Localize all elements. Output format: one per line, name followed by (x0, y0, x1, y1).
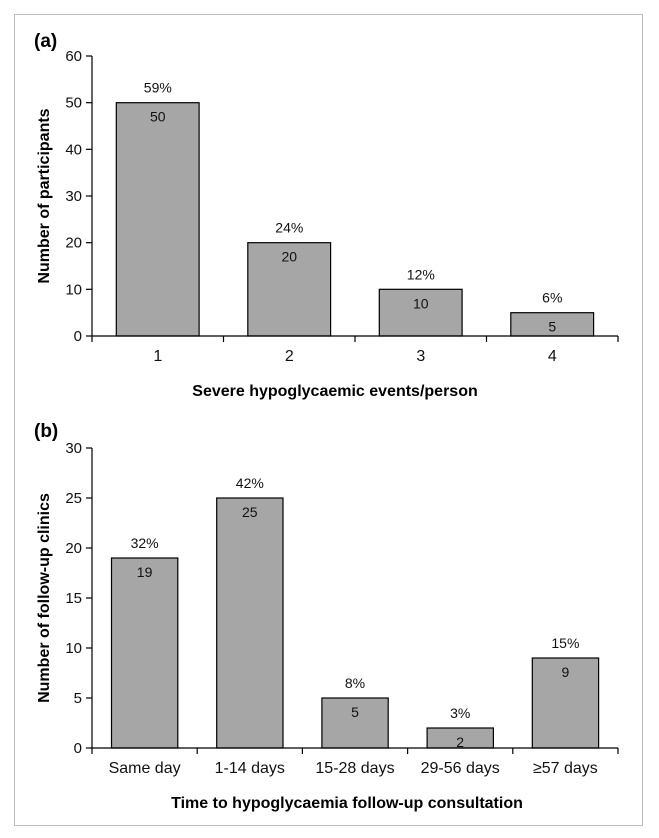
panel-b-value-label-3: 2 (456, 734, 464, 750)
panel-a-y-tick-label-5: 50 (65, 95, 82, 112)
panel-b-value-label-1: 25 (242, 504, 258, 520)
panel-b-y-tick-label-3: 15 (65, 590, 82, 607)
panel-b-value-label-4: 9 (562, 664, 570, 680)
panel-b-x-tick-label-1: 1-14 days (215, 760, 285, 777)
panel-b-percent-label-4: 15% (551, 635, 579, 651)
panel-a-y-tick-label-3: 30 (65, 188, 82, 205)
panel-a-y-tick-label-6: 60 (65, 48, 82, 65)
panel-b-bar-0 (110, 557, 179, 749)
panel-b-y-axis-label: Number of follow-up clinics (36, 493, 53, 703)
panel-b-x-axis-label: Time to hypoglycaemia follow-up consulta… (171, 795, 523, 812)
panel-b-y-tick-label-2: 10 (65, 640, 82, 657)
panel-b: (b) Number of follow-up clinics Time to … (34, 421, 619, 812)
panel-a-percent-label-1: 24% (275, 220, 303, 236)
panel-b-value-label-0: 19 (137, 564, 153, 580)
panel-a-x-tick-label-2: 3 (416, 348, 425, 365)
panel-a-value-label-0: 50 (150, 109, 166, 125)
panel-a-value-label-3: 5 (548, 319, 556, 335)
panel-a-x-tick-label-3: 4 (548, 348, 557, 365)
panel-a: (a) Number of participants Severe hypogl… (34, 31, 619, 400)
panel-a-label: (a) (34, 31, 57, 52)
panel-a-percent-label-0: 59% (144, 80, 172, 96)
panel-a-x-axis-label: Severe hypoglycaemic events/person (192, 383, 477, 400)
panel-b-y-tick-label-1: 5 (74, 690, 82, 707)
panel-a-y-tick-label-1: 10 (65, 281, 82, 298)
panel-b-bar-1 (216, 497, 284, 749)
panel-b-label: (b) (34, 421, 58, 442)
panel-a-bar-2 (378, 288, 463, 337)
panel-a-y-axis-label: Number of participants (36, 108, 53, 283)
panel-b-y-tick-label-5: 25 (65, 490, 82, 507)
panel-a-y-tick-label-4: 40 (65, 141, 82, 158)
panel-b-y-tick-label-6: 30 (65, 440, 82, 457)
panel-b-x-tick-label-4: ≥57 days (533, 760, 598, 777)
panel-a-y-tick-label-2: 20 (65, 235, 82, 252)
panel-a-value-label-1: 20 (282, 249, 298, 265)
panel-b-y-tick-label-4: 20 (65, 540, 82, 557)
panel-b-value-label-2: 5 (351, 704, 359, 720)
panel-b-y-tick-label-0: 0 (74, 740, 82, 757)
panel-a-bar-0 (115, 102, 200, 337)
panel-b-x-tick-label-3: 29-56 days (421, 760, 500, 777)
panel-b-x-tick-label-2: 15-28 days (315, 760, 394, 777)
panel-b-x-tick-label-0: Same day (109, 760, 181, 777)
panel-a-percent-label-3: 6% (542, 290, 562, 306)
panel-a-bar-1 (247, 242, 332, 337)
panel-b-percent-label-2: 8% (345, 675, 365, 691)
panel-a-value-label-2: 10 (413, 295, 429, 311)
panel-b-percent-label-0: 32% (131, 535, 159, 551)
panel-b-bar-4 (531, 657, 600, 749)
panel-b-bar-2 (321, 697, 389, 749)
panel-a-percent-label-2: 12% (407, 266, 435, 282)
panel-b-percent-label-3: 3% (450, 705, 470, 721)
panel-a-x-tick-label-1: 2 (285, 348, 294, 365)
panel-b-percent-label-1: 42% (236, 475, 264, 491)
panel-a-x-tick-label-0: 1 (153, 348, 162, 365)
panel-a-y-tick-label-0: 0 (74, 328, 82, 345)
